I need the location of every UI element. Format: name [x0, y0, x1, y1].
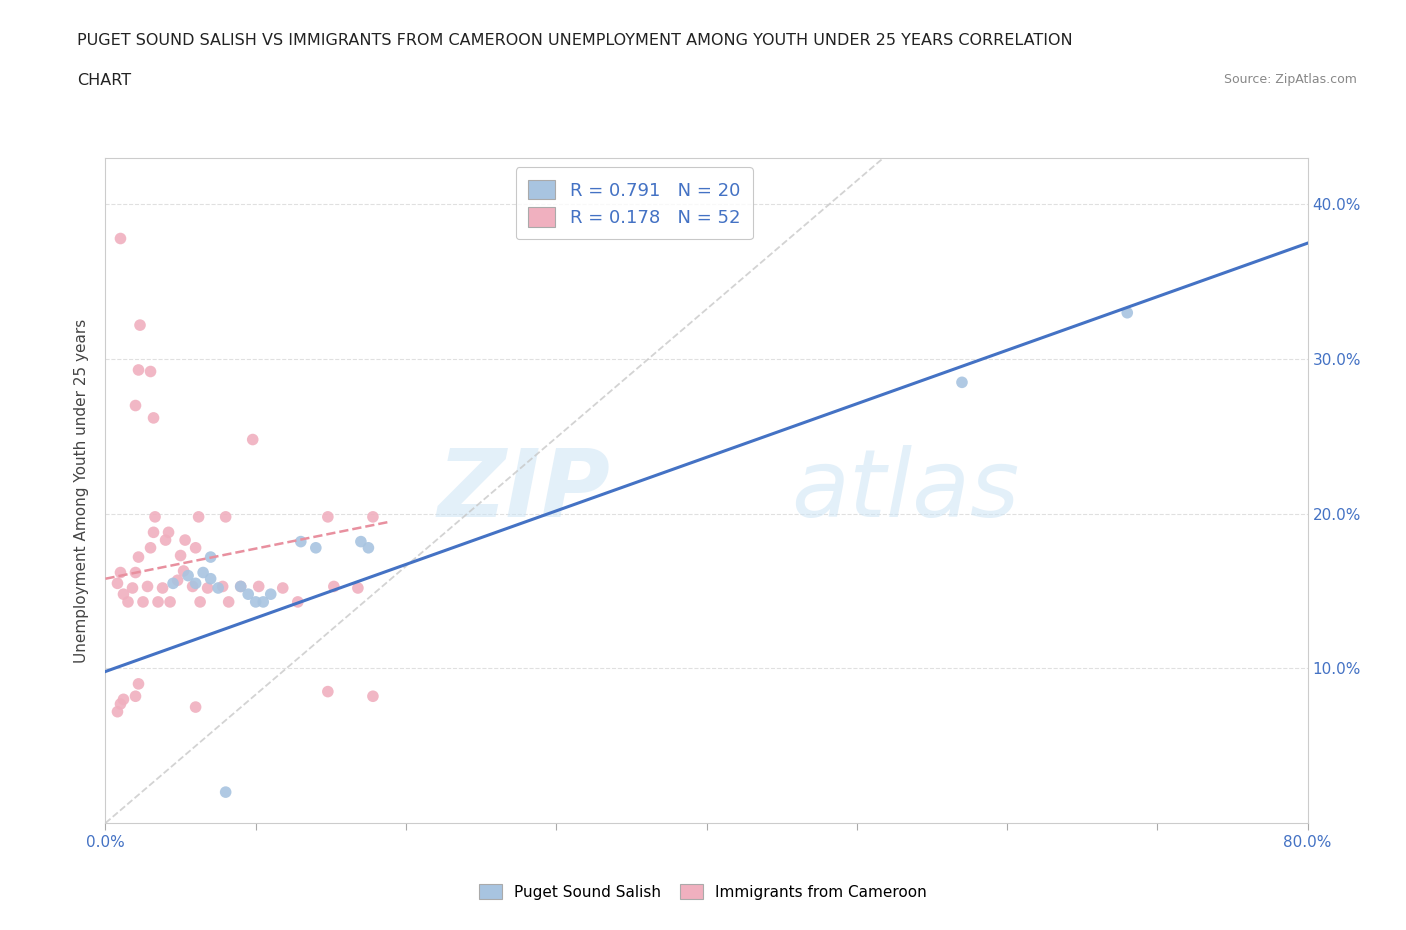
Point	[361, 510, 384, 525]
Text: atlas: atlas	[790, 445, 1019, 536]
Point	[177, 568, 200, 583]
Point	[252, 594, 274, 609]
Y-axis label: Unemployment Among Youth under 25 years: Unemployment Among Youth under 25 years	[75, 318, 90, 663]
Point	[107, 704, 129, 719]
Point	[211, 579, 233, 594]
Point	[166, 573, 188, 588]
Point	[207, 580, 229, 595]
Point	[110, 697, 132, 711]
Point	[173, 564, 195, 578]
Point	[146, 594, 169, 609]
Point	[157, 525, 180, 539]
Point	[142, 525, 165, 539]
Point	[128, 550, 150, 565]
Point	[139, 364, 162, 379]
Point	[110, 565, 132, 580]
Point	[112, 587, 135, 602]
Point	[152, 580, 174, 595]
Point	[191, 565, 214, 580]
Point	[142, 410, 165, 425]
Point	[218, 594, 240, 609]
Point	[184, 576, 207, 591]
Point	[245, 594, 267, 609]
Point	[187, 510, 209, 525]
Point	[200, 550, 222, 565]
Point	[128, 363, 150, 378]
Text: PUGET SOUND SALISH VS IMMIGRANTS FROM CAMEROON UNEMPLOYMENT AMONG YOUTH UNDER 25: PUGET SOUND SALISH VS IMMIGRANTS FROM CA…	[77, 33, 1073, 47]
Point	[214, 510, 236, 525]
Point	[136, 579, 159, 594]
Point	[117, 594, 139, 609]
Point	[124, 398, 146, 413]
Point	[287, 594, 309, 609]
Point	[200, 571, 222, 586]
Point	[128, 676, 150, 691]
Point	[316, 510, 339, 525]
Point	[169, 548, 191, 563]
Point	[1116, 305, 1139, 320]
Point	[174, 533, 197, 548]
Point	[950, 375, 973, 390]
Point	[112, 692, 135, 707]
Point	[361, 689, 384, 704]
Point	[155, 533, 177, 548]
Point	[162, 576, 184, 591]
Point	[139, 540, 162, 555]
Point	[197, 580, 219, 595]
Point	[229, 579, 252, 594]
Point	[132, 594, 155, 609]
Point	[121, 580, 143, 595]
Point	[159, 594, 181, 609]
Legend: R = 0.791   N = 20, R = 0.178   N = 52: R = 0.791 N = 20, R = 0.178 N = 52	[516, 167, 754, 239]
Text: Source: ZipAtlas.com: Source: ZipAtlas.com	[1223, 73, 1357, 86]
Legend: Puget Sound Salish, Immigrants from Cameroon: Puget Sound Salish, Immigrants from Came…	[474, 877, 932, 906]
Point	[110, 231, 132, 246]
Text: ZIP: ZIP	[437, 445, 610, 537]
Point	[181, 579, 204, 594]
Point	[214, 785, 236, 800]
Point	[347, 580, 370, 595]
Point	[184, 540, 207, 555]
Point	[357, 540, 380, 555]
Point	[229, 579, 252, 594]
Point	[129, 318, 152, 333]
Text: CHART: CHART	[77, 73, 131, 87]
Point	[143, 510, 166, 525]
Point	[242, 432, 264, 447]
Point	[305, 540, 328, 555]
Point	[290, 534, 312, 549]
Point	[322, 579, 344, 594]
Point	[260, 587, 283, 602]
Point	[316, 684, 339, 699]
Point	[184, 699, 207, 714]
Point	[238, 587, 260, 602]
Point	[350, 534, 373, 549]
Point	[247, 579, 270, 594]
Point	[271, 580, 294, 595]
Point	[107, 576, 129, 591]
Point	[188, 594, 211, 609]
Point	[124, 689, 146, 704]
Point	[124, 565, 146, 580]
